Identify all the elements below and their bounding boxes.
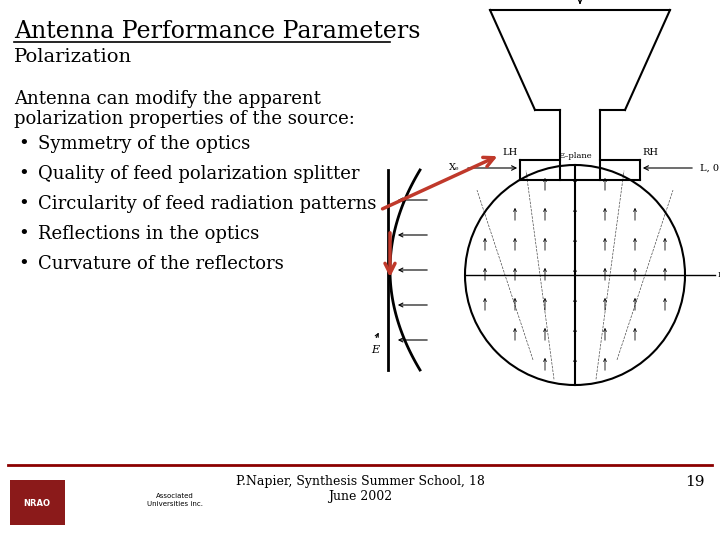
Text: polarization properties of the source:: polarization properties of the source: <box>14 110 355 128</box>
Text: Associated
Universities inc.: Associated Universities inc. <box>147 494 203 507</box>
Text: H-plane: H-plane <box>718 271 720 279</box>
Text: Antenna Performance Parameters: Antenna Performance Parameters <box>14 20 420 43</box>
Text: Xₑ: Xₑ <box>449 164 460 172</box>
Text: Circularity of feed radiation patterns: Circularity of feed radiation patterns <box>38 195 377 213</box>
Text: Antenna can modify the apparent: Antenna can modify the apparent <box>14 90 321 108</box>
Text: Symmetry of the optics: Symmetry of the optics <box>38 135 251 153</box>
Text: •: • <box>18 195 29 213</box>
Text: Reflections in the optics: Reflections in the optics <box>38 225 259 243</box>
Text: •: • <box>18 225 29 243</box>
Text: RH: RH <box>572 0 588 2</box>
Text: Curvature of the reflectors: Curvature of the reflectors <box>38 255 284 273</box>
Text: LH: LH <box>503 148 518 157</box>
Text: 19: 19 <box>685 475 705 489</box>
Text: Polarization: Polarization <box>14 48 132 66</box>
Text: RH: RH <box>642 148 658 157</box>
Text: E–plane: E–plane <box>558 152 592 160</box>
Text: E: E <box>371 345 379 355</box>
FancyBboxPatch shape <box>10 480 65 525</box>
Text: P.Napier, Synthesis Summer School, 18
June 2002: P.Napier, Synthesis Summer School, 18 Ju… <box>235 475 485 503</box>
Text: •: • <box>18 255 29 273</box>
Text: NRAO: NRAO <box>24 498 50 508</box>
Text: •: • <box>18 135 29 153</box>
Text: Quality of feed polarization splitter: Quality of feed polarization splitter <box>38 165 359 183</box>
Text: •: • <box>18 165 29 183</box>
Text: L, 0: L, 0 <box>700 164 719 172</box>
